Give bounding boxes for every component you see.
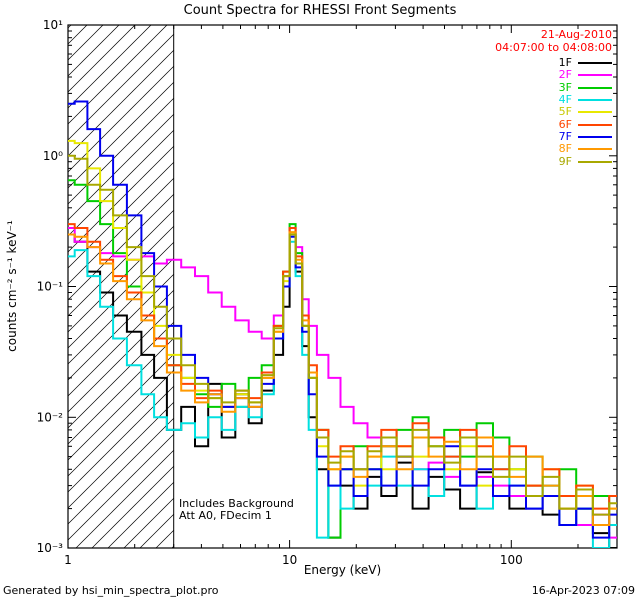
legend-label-4F: 4F	[558, 93, 572, 107]
note-includes-background: Includes Background	[179, 497, 294, 510]
chart-title: Count Spectra for RHESSI Front Segments	[183, 3, 457, 18]
generated-by-text: Generated by hsi_min_spectra_plot.pro	[3, 584, 219, 597]
legend-item-5F: 5F	[559, 106, 612, 118]
legend-item-3F: 3F	[558, 80, 612, 94]
y-axis-label: counts cm⁻² s⁻¹ keV⁻¹	[5, 220, 19, 352]
legend-label-9F: 9F	[558, 154, 572, 168]
legend-swatch-9F	[578, 160, 612, 163]
plot-frame	[67, 24, 618, 549]
y-tick-label: 10¹	[43, 18, 63, 32]
legend-item-4F: 4F	[559, 94, 612, 106]
generation-timestamp: 16-Apr-2023 07:09	[531, 584, 635, 597]
legend-swatch-6F	[578, 123, 612, 126]
legend-label-5F: 5F	[558, 105, 572, 119]
legend-swatch-7F	[578, 135, 612, 138]
y-tick-label: 10⁻³	[37, 541, 64, 555]
legend-item-6F: 6F	[559, 118, 612, 130]
legend-label-3F: 3F	[558, 80, 572, 94]
legend-swatch-4F	[578, 99, 612, 102]
legend-label-8F: 8F	[558, 142, 572, 156]
x-tick-label: 1	[64, 553, 72, 567]
legend-swatch-1F	[578, 62, 612, 65]
legend-label-6F: 6F	[558, 117, 572, 131]
legend-swatch-2F	[578, 74, 612, 77]
observation-time-range: 04:07:00 to 04:08:00	[495, 41, 612, 54]
spectrum-curve-9F	[68, 154, 617, 516]
legend-label-7F: 7F	[558, 129, 572, 143]
observation-date: 21-Aug-2010	[540, 28, 612, 41]
x-tick-label: 100	[500, 553, 523, 567]
legend-item-8F: 8F	[559, 143, 612, 155]
legend-item-1F: 1F	[559, 57, 612, 69]
y-tick-label: 10⁻¹	[37, 280, 64, 294]
legend-swatch-8F	[578, 148, 612, 151]
x-tick-label: 10	[282, 553, 297, 567]
legend-item-2F: 2F	[559, 69, 612, 81]
legend-item-7F: 7F	[558, 129, 612, 143]
note-attenuator-state: Att A0, FDecim 1	[179, 509, 272, 522]
x-axis-label: Energy (keV)	[303, 563, 382, 577]
detector-legend: 1F 2F 3F 4F 5F 6F 7F 8F 9F	[559, 57, 612, 168]
legend-label-2F: 2F	[558, 68, 572, 82]
legend-swatch-3F	[578, 86, 612, 89]
legend-swatch-5F	[578, 111, 612, 114]
y-tick-label: 10⁻²	[37, 410, 64, 424]
y-tick-label: 10⁰	[43, 149, 63, 163]
legend-item-9F: 9F	[559, 155, 612, 167]
legend-label-1F: 1F	[558, 56, 572, 70]
